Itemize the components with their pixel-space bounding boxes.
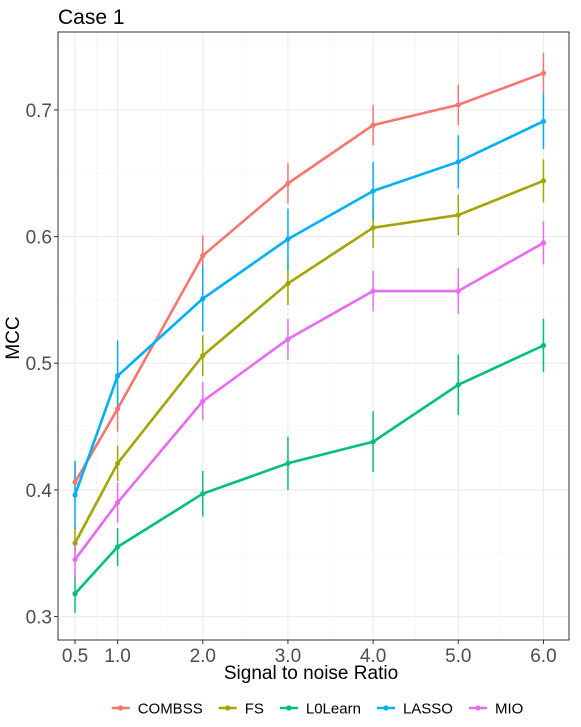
x-tick-label: 6.0 <box>530 646 556 667</box>
data-point-combss <box>115 406 121 412</box>
y-axis-title: MCC <box>3 316 24 359</box>
data-point-l0learn <box>200 491 206 497</box>
x-axis-title: Signal to noise Ratio <box>224 663 398 684</box>
legend-item-l0learn: L0Learn <box>279 701 361 718</box>
data-point-fs <box>540 178 547 184</box>
data-point-l0learn <box>455 382 461 388</box>
data-point-mio <box>540 240 547 246</box>
legend-label-lasso: LASSO <box>403 701 453 718</box>
x-tick-label: 4.0 <box>360 646 386 667</box>
legend-item-fs: FS <box>218 701 264 718</box>
data-point-fs <box>285 280 291 287</box>
data-point-lasso <box>200 296 206 302</box>
legend-item-mio: MIO <box>468 701 523 718</box>
legend-key-point <box>286 705 292 711</box>
data-point-l0learn <box>72 591 78 597</box>
legend-key-point <box>118 705 124 711</box>
y-tick-label: 0.4 <box>26 481 53 502</box>
data-point-combss <box>285 180 291 186</box>
legend-label-combss: COMBSS <box>138 701 203 718</box>
data-point-mio <box>455 288 461 294</box>
y-tick-label: 0.5 <box>26 354 52 375</box>
data-point-mio <box>285 336 291 342</box>
y-tick-label: 0.3 <box>26 608 52 629</box>
data-point-fs <box>455 212 461 218</box>
legend: COMBSS FS L0Learn LASSO MIO <box>111 701 523 718</box>
data-point-fs <box>200 353 206 359</box>
data-point-lasso <box>370 188 376 194</box>
series-points <box>72 70 547 597</box>
legend-label-l0learn: L0Learn <box>306 701 361 718</box>
x-tick-label: 5.0 <box>445 646 471 667</box>
data-point-mio <box>115 499 121 506</box>
data-point-combss <box>540 70 547 76</box>
data-point-combss <box>370 122 376 128</box>
data-point-l0learn <box>540 342 547 349</box>
data-point-mio <box>200 398 206 404</box>
minor-gridlines <box>58 32 569 640</box>
x-tick-label: 2.0 <box>190 646 216 667</box>
data-point-l0learn <box>285 460 291 466</box>
data-point-l0learn <box>115 544 121 550</box>
legend-key-point <box>475 705 481 711</box>
data-point-lasso <box>115 373 121 379</box>
data-point-combss <box>200 252 206 259</box>
legend-label-fs: FS <box>245 701 264 718</box>
data-point-fs <box>115 460 121 466</box>
legend-key-point <box>225 705 231 711</box>
data-point-mio <box>370 288 376 294</box>
y-tick-label: 0.6 <box>26 228 52 249</box>
data-point-combss <box>455 102 461 108</box>
x-tick-label: 1.0 <box>104 646 130 667</box>
data-point-mio <box>72 556 78 563</box>
data-point-fs <box>370 225 376 231</box>
legend-item-lasso: LASSO <box>376 701 453 718</box>
x-tick-label: 0.5 <box>62 646 88 667</box>
chart-title: Case 1 <box>58 6 125 29</box>
data-point-lasso <box>285 236 291 242</box>
y-tick-label: 0.7 <box>26 101 52 122</box>
data-point-combss <box>72 479 78 485</box>
data-point-l0learn <box>370 439 376 445</box>
data-point-lasso <box>540 118 547 124</box>
x-axis: 0.5 1.0 2.0 3.0 4.0 5.0 6.0 <box>62 640 557 667</box>
x-tick-label: 3.0 <box>275 646 301 667</box>
legend-label-mio: MIO <box>495 701 523 718</box>
legend-item-combss: COMBSS <box>111 701 203 718</box>
y-axis: 0.3 0.4 0.5 0.6 0.7 <box>26 101 58 629</box>
data-point-lasso <box>72 492 78 498</box>
data-point-fs <box>72 540 78 546</box>
legend-key-point <box>383 705 389 711</box>
data-point-lasso <box>455 159 461 165</box>
plot-panel-border <box>57 31 570 641</box>
